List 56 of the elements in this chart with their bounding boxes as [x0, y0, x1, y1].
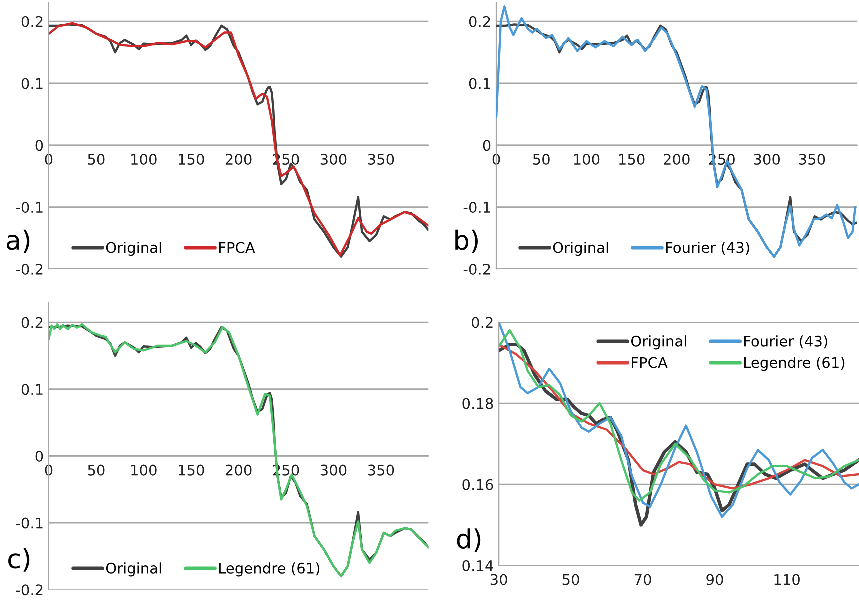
y-tick-label: 0 [36, 450, 44, 462]
x-tick-label: 200 [664, 154, 690, 166]
text: b) [456, 230, 478, 254]
x-tick-label: 350 [799, 154, 826, 166]
x-tick-label: 300 [320, 154, 347, 166]
x-tick-label: 90 [706, 574, 724, 586]
legend-label: Original [106, 242, 162, 256]
y-tick-label: 0.1 [22, 384, 43, 396]
y-tick-label: 0.1 [469, 78, 490, 90]
x-tick-label: 100 [132, 154, 157, 166]
y-tick-label: -0.2 [16, 264, 43, 275]
x-tick-label: 50 [533, 154, 550, 166]
legend-label: Legendre (61) [744, 356, 845, 372]
y-tick-label: -0.2 [464, 264, 490, 275]
x-tick-label: 300 [754, 154, 780, 166]
x-tick-label: 300 [320, 464, 347, 476]
y-tick-label: 0.2 [22, 16, 43, 28]
legend-label: FPCA [632, 357, 668, 368]
x-tick-label: 30 [490, 574, 508, 586]
legend-label: Fourier (43) [744, 336, 828, 349]
x-tick-label: 100 [574, 154, 600, 166]
y-tick-label: 0.2 [472, 317, 493, 328]
x-tick-label: 110 [774, 574, 800, 586]
y-tick-label: 0.2 [469, 16, 490, 28]
x-tick-label: 150 [619, 154, 645, 166]
x-tick-label: 150 [179, 464, 204, 476]
x-tick-label: 200 [226, 154, 252, 166]
y-tick-label: 0 [36, 140, 44, 152]
legend-label: Original [106, 562, 162, 577]
legend-label: Legendre (61) [219, 562, 320, 577]
x-tick-label: 150 [179, 154, 204, 166]
y-tick-label: 0.1 [22, 78, 43, 90]
x-tick-label: 350 [368, 154, 394, 166]
y-tick-label: -0.1 [464, 202, 490, 214]
y-tick-label: -0.1 [16, 202, 43, 214]
text: d) [457, 528, 481, 552]
y-tick-label: -0.2 [16, 584, 43, 596]
x-tick-label: 50 [88, 464, 105, 476]
x-tick-label: 350 [368, 464, 394, 476]
y-tick-label: -0.1 [16, 518, 43, 529]
x-tick-label: 70 [634, 574, 652, 586]
x-tick-label: 200 [226, 464, 252, 476]
y-tick-label: 0 [483, 140, 491, 152]
text: a) [6, 230, 30, 254]
legend-label: FPCA [219, 242, 256, 254]
y-tick-label: 0.18 [462, 398, 494, 410]
legend-label: Original [631, 336, 686, 350]
x-tick-label: 50 [562, 574, 580, 586]
y-tick-label: 0.16 [462, 479, 494, 490]
legend-label: Original [553, 242, 608, 256]
x-tick-label: 100 [132, 464, 157, 476]
y-tick-label: 0.2 [22, 317, 43, 328]
text: c) [8, 548, 30, 572]
y-tick-label: 0.14 [462, 560, 494, 572]
x-tick-label: 50 [88, 154, 105, 166]
legend-label: Fourier (43) [666, 242, 750, 255]
